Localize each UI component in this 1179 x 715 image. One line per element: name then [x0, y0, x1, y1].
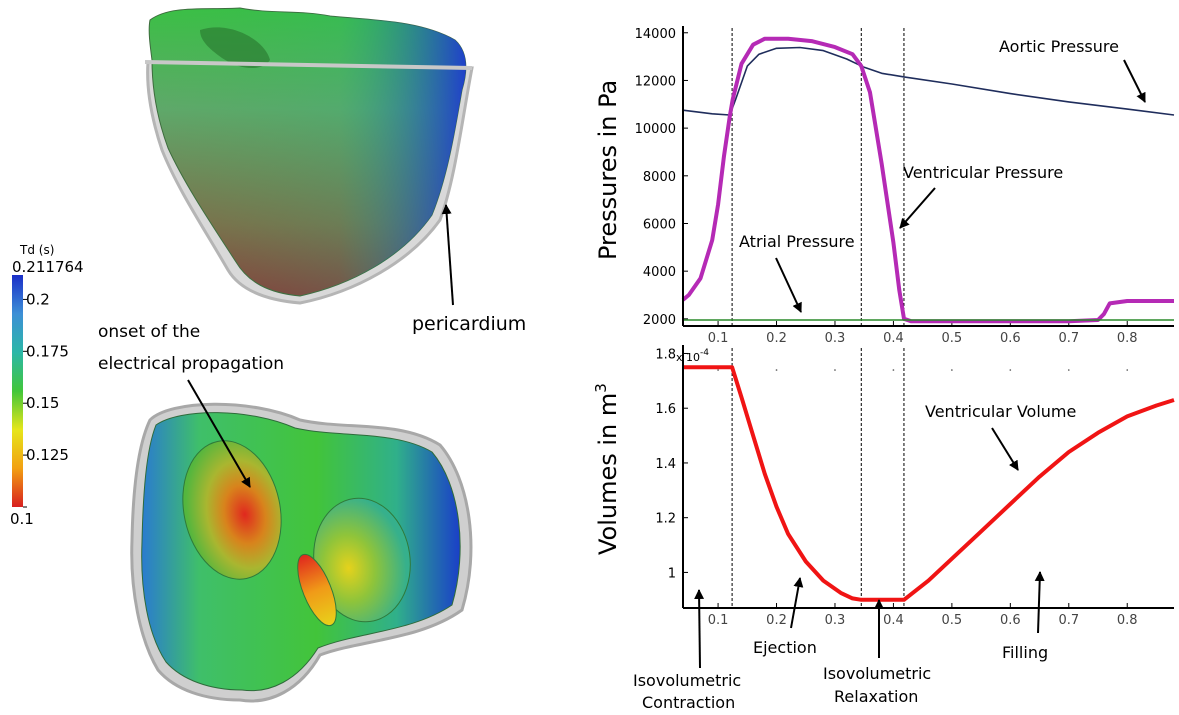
- grid-dot: [717, 369, 719, 371]
- pericardium-label: pericardium: [412, 313, 526, 335]
- y-tick-label: 6000: [643, 217, 676, 232]
- y-tick-label: 2000: [643, 313, 676, 328]
- colorbar: Td (s) 0.211764 0.2 0.175 0.15 0.125 0.1: [10, 243, 84, 528]
- grid-dot: [1067, 369, 1070, 371]
- x-tick-label: 0.8: [1117, 331, 1138, 346]
- x-tick-label: 0.5: [942, 613, 963, 628]
- x-tick-label: 0.3: [825, 613, 846, 628]
- pressure-chart: Pressures in Pa 2000 4000 6000 8000 10000 120…: [594, 26, 1175, 371]
- y-tick-label: 10000: [635, 122, 676, 137]
- colorbar-tick-label: 0.2: [26, 290, 50, 308]
- y-tick-label: 1: [668, 566, 676, 581]
- colorbar-scale: [12, 275, 23, 507]
- x-tick-label: 0.5: [942, 331, 963, 346]
- pericardium-rim-top: [144, 60, 473, 70]
- onset-label-line2: electrical propagation: [98, 354, 284, 374]
- grid-dot: [1126, 369, 1129, 371]
- filling-label: Filling: [1002, 643, 1048, 662]
- ejection-arrow: [790, 577, 804, 629]
- colorbar-max-label: 0.211764: [12, 258, 84, 276]
- x-tick-label: 0.7: [1058, 613, 1079, 628]
- aortic-arrow: [1123, 59, 1146, 103]
- ventricular-volume-label: Ventricular Volume: [925, 402, 1076, 421]
- pressure-ylabel: Pressures in Pa: [594, 80, 622, 260]
- phase-labels: Isovolumetric Contraction Ejection Isovo…: [633, 571, 1048, 712]
- volume-xticks: 0.1 0.2 0.3 0.4 0.5 0.6 0.7 0.8: [708, 603, 1138, 628]
- ventricle-surface-bottom: [141, 412, 461, 692]
- ventricle-surface-top-blue-shading: [149, 8, 466, 296]
- heart-side-view: [144, 7, 474, 305]
- left-ventricle-cavity: [182, 440, 282, 580]
- series-ventricular-pressure: [681, 36, 1174, 324]
- volume-phase-lines: [731, 348, 905, 608]
- grid-dot: [834, 369, 836, 371]
- pressure-grid: [717, 369, 1129, 371]
- colorbar-tick-label: 0.1: [10, 510, 34, 528]
- ventricular-volume-arrow: [991, 427, 1019, 471]
- x-tick-label: 0.1: [708, 331, 729, 346]
- y-tick-label: 1.2: [655, 512, 676, 527]
- isovolumetric-contraction-label-1: Isovolumetric: [633, 671, 741, 690]
- pressure-yticks: 2000 4000 6000 8000 10000 12000 14000: [635, 27, 688, 328]
- colorbar-tick-label: 0.175: [26, 342, 69, 360]
- volume-chart: Volumes in m3 x 10-4 11.21.41.61.8 0.1 0.…: [592, 345, 1175, 628]
- ventricular-pressure-arrow: [899, 187, 936, 229]
- onset-arrow: [187, 379, 251, 488]
- y-tick-label: 1.4: [655, 457, 676, 472]
- onset-label-line1: onset of the: [98, 322, 200, 342]
- grid-dot: [951, 369, 953, 371]
- y-tick-label: 8000: [643, 170, 676, 185]
- valve-ring-top: [200, 27, 270, 69]
- x-tick-label: 0.8: [1117, 613, 1138, 628]
- volume-multiplier-exp: -4: [700, 348, 709, 358]
- x-tick-label: 0.3: [825, 331, 846, 346]
- pressure-series: [681, 36, 1175, 324]
- ejection-label: Ejection: [753, 638, 817, 657]
- colorbar-title: Td (s): [19, 243, 54, 257]
- volume-ylabel-text: Volumes in m: [594, 393, 622, 555]
- isovolumetric-contraction-arrow: [694, 589, 705, 669]
- atrial-pressure-label: Atrial Pressure: [739, 232, 855, 251]
- colorbar-tick-label: 0.125: [26, 446, 69, 464]
- grid-dot: [892, 369, 895, 371]
- y-tick-label: 1.6: [655, 402, 676, 417]
- heart-top-view: [130, 402, 473, 703]
- series-aortic-pressure: [682, 46, 1175, 116]
- colorbar-tick-label: 0.15: [26, 394, 59, 412]
- x-tick-label: 0.2: [766, 331, 787, 346]
- y-tick-label: 4000: [643, 265, 676, 280]
- atrial-arrow: [775, 257, 802, 313]
- grid-dot: [1009, 369, 1012, 371]
- x-tick-label: 0.6: [1000, 613, 1021, 628]
- x-tick-label: 0.1: [708, 613, 729, 628]
- volume-multiplier: x 10-4: [676, 348, 709, 364]
- x-tick-label: 0.2: [766, 613, 787, 628]
- filling-arrow: [1034, 571, 1045, 634]
- aortic-pressure-label: Aortic Pressure: [999, 37, 1119, 56]
- colorbar-ticks: 0.2 0.175 0.15 0.125 0.1: [10, 290, 69, 528]
- volume-ylabel-sup: 3: [592, 383, 610, 393]
- volume-ylabel: Volumes in m3: [592, 383, 622, 555]
- x-tick-label: 0.6: [1000, 331, 1021, 346]
- y-tick-label: 1.8: [655, 347, 676, 362]
- grid-dot: [775, 369, 778, 371]
- volume-multiplier-base: x 10: [676, 351, 700, 364]
- pressure-xticks: 0.1 0.2 0.3 0.4 0.5 0.6 0.7 0.8: [708, 321, 1138, 346]
- x-tick-label: 0.4: [883, 331, 904, 346]
- y-tick-label: 14000: [635, 27, 676, 42]
- isovolumetric-relaxation-label-1: Isovolumetric: [823, 664, 931, 683]
- x-tick-label: 0.7: [1058, 331, 1079, 346]
- volume-grid: [717, 369, 1129, 371]
- volume-yticks: 1 1.2 1.4 1.6 1.8: [655, 347, 688, 581]
- ventricular-pressure-label: Ventricular Pressure: [903, 163, 1063, 182]
- septal-cavity: [297, 553, 337, 627]
- pericardium-arrow: [441, 204, 454, 306]
- y-tick-label: 12000: [635, 74, 676, 89]
- isovolumetric-contraction-label-2: Contraction: [642, 693, 735, 712]
- isovolumetric-relaxation-label-2: Relaxation: [834, 687, 918, 706]
- x-tick-label: 0.4: [883, 613, 904, 628]
- heart-annotations: onset of the electrical propagation peri…: [98, 204, 526, 488]
